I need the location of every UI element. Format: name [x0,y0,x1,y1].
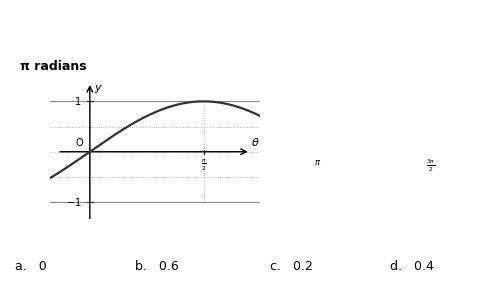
Text: b.   0.6: b. 0.6 [135,260,179,273]
Text: d.   0.4: d. 0.4 [390,260,434,273]
Bar [0,101,500,202]
Text: $y$: $y$ [94,83,103,95]
Text: $\pi$: $\pi$ [314,158,321,167]
Text: $\theta$: $\theta$ [250,136,259,148]
Text: Use the graph to find the value of $y = \sin\,q$ for the value of $q.$: Use the graph to find the value of $y = … [6,13,458,30]
Text: $\frac{\pi}{2}$: $\frac{\pi}{2}$ [200,158,206,173]
Text: $-1$: $-1$ [66,196,81,208]
Text: $1$: $1$ [74,95,81,107]
Text: $\frac{3\pi}{2}$: $\frac{3\pi}{2}$ [426,158,436,174]
Text: O: O [76,138,84,148]
Text: c.   0.2: c. 0.2 [270,260,313,273]
Text: π radians: π radians [20,60,86,73]
Text: a.   0: a. 0 [15,260,47,273]
